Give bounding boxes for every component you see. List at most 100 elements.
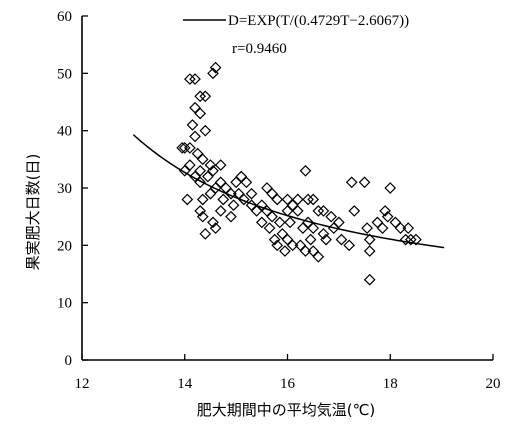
data-point	[281, 193, 294, 206]
data-point	[286, 199, 299, 212]
axes	[81, 16, 493, 361]
y-tick-label: 60	[57, 9, 72, 25]
y-tick-label: 20	[57, 238, 72, 254]
data-point	[343, 239, 355, 252]
data-point	[381, 210, 394, 223]
y-tick-label: 50	[57, 66, 72, 82]
data-point	[202, 170, 214, 183]
data-point	[410, 233, 422, 246]
data-point	[389, 216, 402, 229]
data-point	[284, 216, 296, 229]
data-point	[320, 233, 332, 246]
data-point	[307, 222, 320, 234]
data-point	[286, 239, 299, 252]
data-point	[225, 187, 237, 200]
data-point	[176, 142, 189, 154]
data-point	[394, 222, 407, 234]
data-point	[207, 164, 219, 177]
legend-equation: D=EXP(T/(0.4729T−2.6067))	[228, 13, 409, 29]
data-point	[189, 73, 201, 85]
axis-ticks: 0 10 20 30 40 50 60 12 14 16 18 20	[57, 9, 501, 392]
data-point	[184, 142, 196, 154]
data-point	[204, 159, 217, 171]
data-point	[245, 199, 258, 212]
data-point	[181, 193, 194, 206]
data-point	[209, 61, 222, 74]
data-point	[214, 176, 227, 189]
data-point	[271, 239, 284, 252]
data-point	[194, 176, 207, 189]
data-point	[333, 216, 345, 229]
data-point	[291, 205, 304, 217]
data-point	[345, 176, 358, 189]
data-point	[196, 193, 209, 206]
data-point	[189, 130, 201, 143]
data-point	[194, 205, 207, 217]
data-point	[199, 124, 212, 137]
fit-curve	[132, 134, 445, 249]
y-tick-label: 10	[57, 296, 72, 312]
data-point	[312, 250, 325, 263]
y-axis-label: 果実肥大日数(日)	[24, 154, 42, 271]
data-point	[271, 193, 284, 206]
data-point	[263, 222, 276, 234]
data-point	[312, 205, 325, 217]
data-point	[291, 193, 304, 206]
data-point	[307, 193, 320, 206]
data-point	[217, 193, 230, 206]
data-point	[404, 233, 417, 246]
data-point	[299, 164, 312, 177]
data-point	[361, 222, 373, 234]
data-point	[317, 205, 330, 217]
y-tick-label: 0	[65, 353, 73, 369]
data-point	[302, 193, 314, 206]
data-point	[371, 216, 384, 229]
data-point	[255, 199, 268, 212]
data-point	[230, 176, 242, 189]
data-point	[250, 205, 263, 217]
data-point	[227, 199, 240, 212]
data-point	[199, 90, 212, 103]
data-point	[225, 210, 237, 223]
data-point	[268, 233, 281, 246]
data-point	[261, 182, 273, 194]
data-point	[237, 193, 250, 206]
data-point	[358, 176, 371, 189]
data-point	[194, 107, 207, 120]
data-point	[178, 142, 191, 154]
data-point	[209, 222, 222, 234]
data-point	[363, 273, 376, 286]
data-point	[196, 210, 209, 223]
data-point	[245, 187, 258, 200]
data-point	[297, 222, 309, 234]
data-point	[214, 159, 227, 171]
data-point	[335, 233, 348, 246]
data-point	[207, 67, 219, 80]
data-point	[207, 216, 219, 229]
x-tick-label: 16	[280, 376, 296, 392]
data-point	[348, 205, 361, 217]
data-point	[304, 233, 317, 246]
data-point	[189, 101, 201, 114]
data-point	[279, 245, 291, 257]
data-point	[204, 187, 217, 200]
data-point	[199, 228, 212, 240]
data-point	[294, 239, 307, 252]
data-point	[184, 73, 196, 85]
data-point	[299, 245, 312, 257]
x-tick-label: 14	[177, 376, 193, 392]
x-tick-label: 20	[486, 376, 501, 392]
data-point	[376, 222, 389, 234]
data-point	[379, 205, 391, 217]
data-point	[402, 222, 415, 234]
data-point	[399, 233, 412, 246]
data-point	[178, 164, 191, 177]
data-point	[194, 90, 207, 103]
data-point	[276, 228, 289, 240]
data-point	[194, 164, 207, 177]
data-point	[196, 153, 209, 166]
data-point	[214, 205, 227, 217]
y-tick-label: 40	[57, 124, 72, 140]
data-point	[266, 187, 278, 200]
